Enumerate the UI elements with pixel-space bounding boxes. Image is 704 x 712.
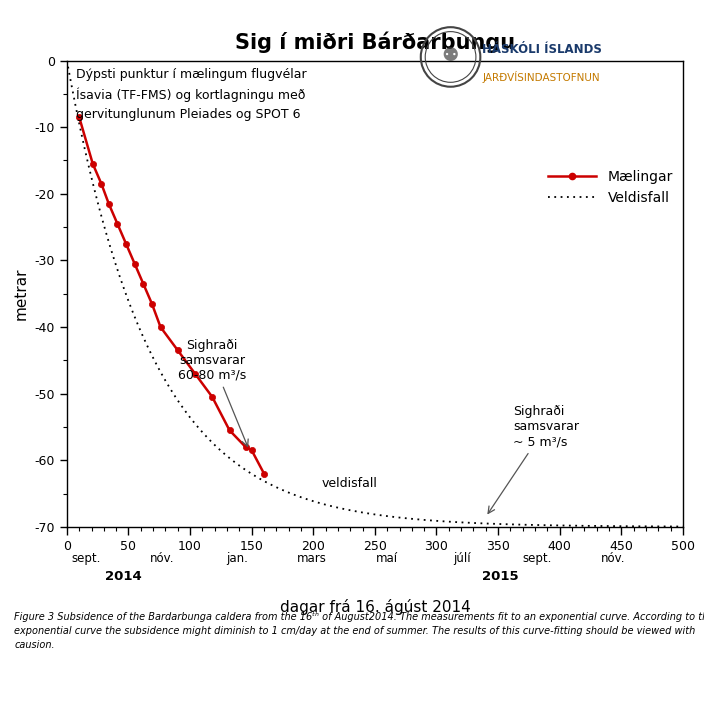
Mælingar bbox=[97, 179, 106, 188]
Veldisfall bbox=[362, 509, 370, 518]
Text: mars: mars bbox=[297, 552, 327, 565]
Veldisfall bbox=[63, 56, 71, 65]
Mælingar bbox=[122, 239, 130, 248]
Mælingar bbox=[173, 346, 182, 355]
Mælingar bbox=[148, 300, 156, 308]
Mælingar bbox=[191, 370, 199, 378]
Text: Dýpsti punktur í mælingum flugvélar
Ísavia (TF-FMS) og kortlagningu með
gervitun: Dýpsti punktur í mælingum flugvélar Ísav… bbox=[76, 68, 307, 121]
Text: júlí: júlí bbox=[453, 552, 471, 565]
Mælingar bbox=[248, 446, 256, 454]
Text: Figure 3 Subsidence of the Bardarbunga caldera from the 16ᵗʰ of August2014. The : Figure 3 Subsidence of the Bardarbunga c… bbox=[14, 612, 704, 650]
Y-axis label: metrar: metrar bbox=[14, 268, 29, 320]
Text: nóv.: nóv. bbox=[601, 552, 625, 565]
Veldisfall bbox=[661, 522, 670, 530]
Text: Sighraði
samsvarar
60-80 m³/s: Sighraði samsvarar 60-80 m³/s bbox=[178, 339, 249, 446]
Text: maí: maí bbox=[376, 552, 398, 565]
Text: veldisfall: veldisfall bbox=[322, 477, 378, 490]
Text: 2015: 2015 bbox=[482, 570, 519, 583]
Title: Sig í miðri Bárðarbungu: Sig í miðri Bárðarbungu bbox=[235, 32, 515, 53]
Mælingar bbox=[156, 323, 165, 331]
Text: JARÐVÍSINDASTOFNUN: JARÐVÍSINDASTOFNUN bbox=[482, 71, 600, 83]
Text: ⚉: ⚉ bbox=[442, 46, 459, 66]
Mælingar bbox=[113, 219, 122, 228]
Veldisfall bbox=[548, 521, 556, 530]
Mælingar bbox=[104, 199, 113, 208]
Line: Mælingar: Mælingar bbox=[76, 114, 267, 477]
Text: 2014: 2014 bbox=[105, 570, 142, 583]
Legend: Mælingar, Veldisfall: Mælingar, Veldisfall bbox=[548, 170, 673, 205]
Line: Veldisfall: Veldisfall bbox=[67, 61, 683, 527]
Mælingar bbox=[75, 113, 83, 122]
Veldisfall bbox=[346, 506, 354, 515]
Text: HÁSKÓLI ÍSLANDS: HÁSKÓLI ÍSLANDS bbox=[482, 43, 602, 56]
Text: jan.: jan. bbox=[226, 552, 248, 565]
Mælingar bbox=[208, 393, 217, 402]
Veldisfall bbox=[679, 523, 687, 531]
Mælingar bbox=[130, 259, 139, 268]
Mælingar bbox=[225, 426, 234, 434]
Veldisfall bbox=[660, 522, 669, 530]
Veldisfall bbox=[94, 201, 103, 209]
Text: sept.: sept. bbox=[72, 552, 101, 565]
Mælingar bbox=[89, 159, 97, 168]
Text: Sighraði
samsvarar
~ 5 m³/s: Sighraði samsvarar ~ 5 m³/s bbox=[488, 405, 579, 513]
Text: dagar frá 16. ágúst 2014: dagar frá 16. ágúst 2014 bbox=[279, 599, 470, 615]
Mælingar bbox=[260, 469, 268, 478]
Mælingar bbox=[241, 443, 250, 451]
Text: nóv.: nóv. bbox=[149, 552, 174, 565]
Mælingar bbox=[139, 279, 148, 288]
Text: sept.: sept. bbox=[523, 552, 552, 565]
